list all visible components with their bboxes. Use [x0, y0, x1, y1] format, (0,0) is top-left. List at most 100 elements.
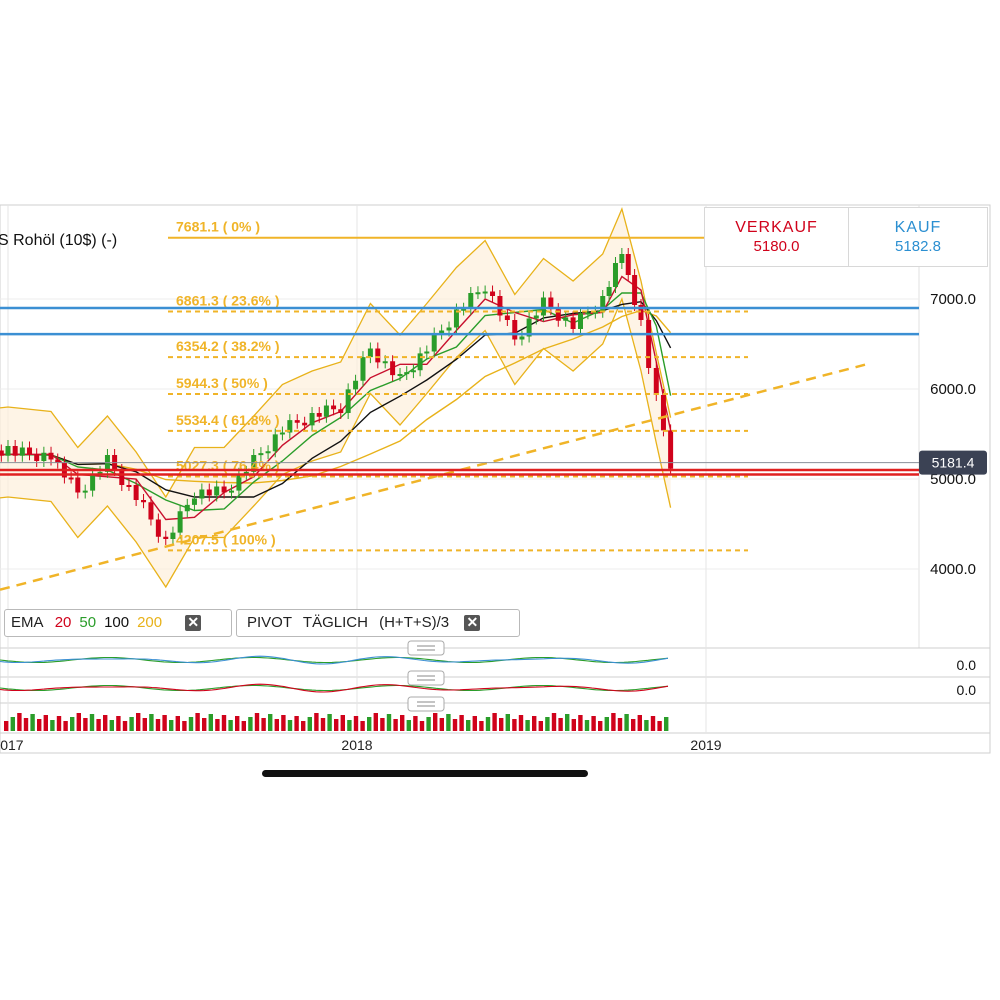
volume-bar	[116, 716, 121, 731]
volume-bar	[195, 713, 200, 731]
volume-bar	[142, 718, 147, 731]
candle-body	[367, 348, 373, 358]
ema-period-100: 100	[104, 614, 130, 631]
candle-body	[439, 330, 445, 334]
candle-body	[482, 291, 488, 294]
candle-body	[555, 309, 561, 321]
volume-bar	[122, 721, 128, 731]
volume-bar	[294, 716, 299, 731]
volume-bar	[89, 714, 95, 731]
volume-bar	[307, 717, 312, 731]
home-indicator[interactable]	[262, 770, 588, 777]
candle-body	[302, 422, 308, 426]
buy-button[interactable]: KAUF 5182.8	[848, 207, 988, 267]
rsi-value-label: 0.0	[957, 682, 977, 698]
candle-body	[382, 361, 388, 364]
candle-body	[68, 477, 74, 480]
candle-body	[446, 327, 452, 331]
sell-label: VERKAUF	[735, 219, 818, 236]
bollinger-band-fill	[0, 209, 671, 587]
close-ema-icon[interactable]: ✕	[185, 615, 202, 632]
volume-bar	[268, 714, 273, 731]
ema-legend[interactable]: EMA 20 50 100 200 ✕	[4, 609, 232, 637]
ema-periods: 20 50 100 200	[55, 614, 170, 631]
candle-body	[170, 532, 176, 539]
volume-bar	[301, 721, 306, 731]
volume-bar	[83, 718, 88, 731]
volume-bar	[637, 715, 642, 731]
volume-bar	[571, 719, 576, 731]
volume-bar	[287, 720, 293, 731]
close-pivot-icon[interactable]: ✕	[464, 615, 481, 632]
volume-bar	[169, 720, 174, 731]
candle-body	[592, 311, 598, 314]
volume-bar	[261, 718, 266, 731]
volume-bar	[558, 718, 563, 731]
volume-bar	[175, 716, 180, 731]
time-tick-label: 2019	[690, 737, 721, 753]
volume-bar	[4, 721, 9, 731]
volume-bar	[360, 721, 365, 731]
volume-bar	[485, 717, 491, 731]
volume-bar	[367, 717, 372, 731]
candle-body	[55, 459, 61, 463]
candle-body	[404, 372, 410, 375]
candle-body	[141, 500, 147, 503]
ema-period-20: 20	[54, 614, 72, 631]
candle-body	[585, 312, 591, 315]
ema-period-50: 50	[79, 614, 97, 631]
price-tick-label: 7000.0	[930, 291, 976, 308]
volume-bar	[591, 716, 596, 731]
bollinger-upper-band	[0, 207, 672, 499]
volume-bar	[340, 715, 345, 731]
volume-bar	[499, 718, 504, 731]
candle-body	[133, 485, 139, 500]
volume-bar	[149, 714, 154, 731]
volume-bar	[492, 713, 497, 731]
candle-body	[424, 351, 430, 354]
candle-body	[453, 309, 459, 328]
volume-bar	[551, 713, 557, 731]
volume-bar	[254, 713, 260, 731]
candle-body	[646, 320, 652, 368]
volume-bar	[664, 717, 669, 731]
volume-bar	[617, 718, 623, 731]
trendline	[0, 363, 866, 591]
volume-bar	[525, 720, 530, 731]
pivot-legend[interactable]: PIVOT TÄGLICH (H+T+S)/3 ✕	[236, 609, 520, 637]
sell-button[interactable]: VERKAUF 5180.0	[704, 207, 849, 267]
candle-body	[75, 477, 81, 493]
candle-body	[490, 291, 496, 296]
buy-label: KAUF	[894, 219, 942, 236]
candle-body	[272, 434, 278, 452]
candle-body	[323, 405, 329, 417]
price-tick-label: 6000.0	[930, 381, 976, 398]
candle-body	[184, 504, 190, 512]
candle-body	[600, 296, 606, 312]
candle-body	[619, 254, 625, 263]
candle-body	[632, 275, 638, 305]
candle-body	[97, 471, 103, 474]
volume-bar	[400, 715, 405, 731]
price-tick-label: 4000.0	[930, 561, 976, 578]
ema-period-200: 200	[137, 614, 163, 631]
candle-body	[206, 489, 212, 496]
volume-bar	[624, 714, 629, 731]
candle-body	[638, 305, 644, 320]
volume-bar	[182, 721, 187, 731]
candle-body	[533, 315, 539, 319]
candle-body	[606, 287, 612, 296]
current-price-tag	[919, 450, 987, 475]
volume-bar	[314, 713, 319, 731]
volume-bar	[208, 714, 213, 731]
candle-body	[660, 395, 666, 431]
candle-body	[540, 297, 546, 316]
volume-bar	[650, 716, 656, 731]
candle-body	[397, 374, 403, 376]
candle-body	[148, 502, 154, 520]
volume-bar	[393, 719, 398, 731]
volume-bar	[512, 719, 517, 731]
volume-bar	[129, 717, 134, 731]
volume-bar	[479, 721, 484, 731]
